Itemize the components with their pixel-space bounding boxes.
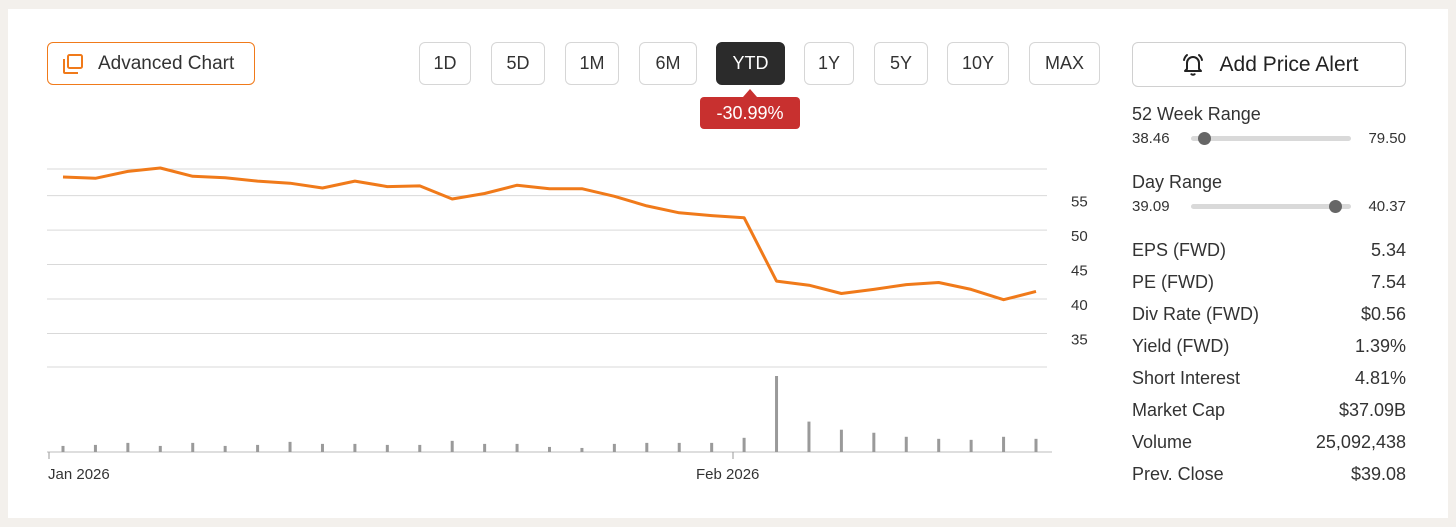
y-tick-label: 55 [1071, 194, 1088, 211]
stat-label: Volume [1132, 432, 1193, 452]
stat-value: 25,092,438 [1315, 432, 1406, 452]
price-chart: 55 50 45 40 35 Jan 2026 Feb 2026 [47, 166, 1088, 483]
y-tick-label: 40 [1071, 297, 1088, 314]
volume-bar [839, 429, 843, 452]
stat-value: $39.08 [1350, 464, 1406, 484]
stat-row: EPS (FWD) 5.34 [1132, 240, 1406, 261]
range-button-max[interactable]: MAX [1029, 42, 1100, 85]
volume-bar [612, 443, 616, 452]
day-high: 40.37 [1368, 198, 1406, 215]
stat-value: 5.34 [1370, 240, 1406, 260]
range-button-5y[interactable]: 5Y [874, 42, 928, 85]
range-button-10y[interactable]: 10Y [947, 42, 1009, 85]
stat-label: Market Cap [1132, 400, 1226, 420]
range-button-1y[interactable]: 1Y [804, 42, 854, 85]
volume-bar [223, 445, 227, 452]
volume-bar [450, 440, 454, 452]
volume-bar [645, 442, 649, 452]
range-button-ytd[interactable]: YTD [716, 42, 785, 85]
y-tick-label: 50 [1071, 228, 1088, 245]
advanced-chart-button[interactable]: Advanced Chart [47, 42, 255, 85]
volume-bar [353, 443, 357, 452]
volume-bar [742, 437, 746, 452]
stat-value: $37.09B [1338, 400, 1406, 420]
volume-bar [126, 442, 130, 452]
stat-value: 4.81% [1354, 368, 1406, 388]
stat-label: Short Interest [1132, 368, 1241, 388]
stat-label: Yield (FWD) [1132, 336, 1230, 356]
stat-row: Volume 25,092,438 [1132, 432, 1406, 453]
x-tick-label: Jan 2026 [48, 466, 110, 483]
stat-label: Div Rate (FWD) [1132, 304, 1259, 324]
volume-bar [483, 443, 487, 452]
stat-row: Div Rate (FWD) $0.56 [1132, 304, 1406, 325]
volume-bar [256, 444, 260, 452]
volume-bar [320, 443, 324, 452]
volume-bar [710, 442, 714, 452]
price-line [62, 166, 1037, 302]
x-tick-label: Feb 2026 [696, 466, 759, 483]
volume-bar [385, 444, 389, 452]
add-price-alert-button[interactable]: Add Price Alert [1132, 42, 1406, 87]
volume-bar [580, 447, 584, 452]
stat-row: Market Cap $37.09B [1132, 400, 1406, 421]
add-price-alert-label: Add Price Alert [1219, 52, 1359, 76]
stat-label: PE (FWD) [1132, 272, 1214, 292]
volume-bar [288, 441, 292, 452]
volume-bar [969, 439, 973, 452]
day-range-label: Day Range [1132, 172, 1223, 192]
volume-bar [807, 421, 811, 452]
volume-bar [677, 442, 681, 452]
stat-label: EPS (FWD) [1132, 240, 1226, 260]
day-low: 39.09 [1132, 198, 1170, 215]
week52-range-bar [1191, 132, 1351, 145]
volume-bar [937, 438, 941, 452]
volume-bar [775, 376, 779, 452]
advanced-chart-label: Advanced Chart [98, 52, 235, 74]
week52-low: 38.46 [1132, 130, 1170, 147]
week52-high: 79.50 [1368, 130, 1406, 147]
week52-range-marker [1197, 132, 1211, 145]
volume-bar [93, 444, 97, 452]
stat-value: $0.56 [1360, 304, 1406, 324]
stat-row: Prev. Close $39.08 [1132, 464, 1406, 485]
volume-bar [1034, 438, 1038, 452]
stat-value: 1.39% [1354, 336, 1406, 356]
volume-bar [548, 446, 551, 452]
range-button-1d[interactable]: 1D [419, 42, 471, 85]
range-button-6m[interactable]: 6M [639, 42, 697, 85]
volume-bar [515, 443, 519, 452]
stat-label: Prev. Close [1132, 464, 1224, 484]
layers-icon [63, 53, 83, 74]
stat-row: Short Interest 4.81% [1132, 368, 1406, 389]
range-button-5d[interactable]: 5D [491, 42, 545, 85]
range-button-1m[interactable]: 1M [565, 42, 619, 85]
stat-value: 7.54 [1370, 272, 1406, 292]
bell-icon [1182, 53, 1203, 76]
quote-chart-card [8, 9, 1448, 518]
y-tick-label: 35 [1071, 332, 1088, 349]
volume-bar [872, 432, 876, 452]
volume-bar [61, 445, 65, 452]
y-tick-label: 45 [1071, 263, 1088, 280]
change-badge: -30.99% [700, 89, 800, 129]
day-range-bar [1191, 200, 1351, 213]
stat-row: Yield (FWD) 1.39% [1132, 336, 1406, 357]
stat-row: PE (FWD) 7.54 [1132, 272, 1406, 293]
week52-range-label: 52 Week Range [1132, 104, 1261, 124]
volume-bar [418, 444, 422, 452]
volume-bar [191, 442, 195, 452]
volume-bar [904, 436, 908, 452]
volume-bar [158, 445, 162, 452]
volume-bar [1002, 436, 1006, 452]
day-range-marker [1329, 200, 1342, 213]
